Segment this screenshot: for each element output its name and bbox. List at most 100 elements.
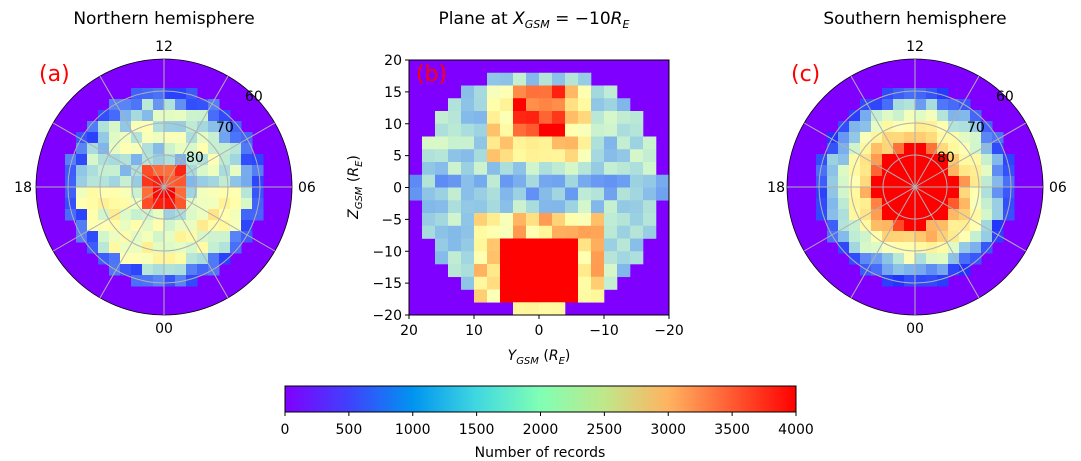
heatmap-cell (552, 162, 566, 176)
heatmap-cell (539, 289, 553, 303)
heatmap-cell (186, 231, 198, 243)
heatmap-cell (617, 136, 631, 150)
heatmap-cell (500, 200, 514, 214)
heatmap-cell (142, 198, 154, 210)
heatmap-cell (500, 136, 514, 150)
heatmap-cell (565, 85, 579, 99)
heatmap-cell (565, 174, 579, 188)
heatmap-cell (565, 225, 579, 239)
heatmap-cell (65, 176, 77, 188)
heatmap-cell (131, 154, 143, 166)
heatmap-cell (959, 165, 971, 177)
heatmap-cell (591, 225, 605, 239)
heatmap-cell (153, 253, 165, 265)
heatmap-cell (142, 220, 154, 232)
heatmap-cell (461, 225, 475, 239)
heatmap-cell (970, 143, 982, 155)
heatmap-cell (131, 242, 143, 254)
heatmap-cell (526, 162, 540, 176)
heatmap-cell (422, 149, 436, 163)
heatmap-cell (904, 88, 916, 100)
heatmap-cell (893, 121, 905, 133)
heatmap-cell (860, 198, 872, 210)
heatmap-cell (893, 143, 905, 155)
heatmap-cell (926, 132, 938, 144)
panel-a-cells (65, 88, 264, 287)
heatmap-cell (164, 88, 176, 100)
heatmap-cell (65, 187, 77, 199)
heatmap-cell (893, 99, 905, 111)
heatmap-cell (643, 200, 657, 214)
heatmap-cell (120, 242, 132, 254)
panel-b-title: Plane at XGSM = −10RE (439, 9, 630, 31)
heatmap-cell (98, 198, 110, 210)
heatmap-cell (578, 238, 592, 252)
heatmap-cell (461, 213, 475, 227)
heatmap-cell (959, 220, 971, 232)
heatmap-cell (87, 165, 99, 177)
heatmap-cell (208, 165, 220, 177)
heatmap-cell (630, 187, 644, 201)
heatmap-cell (893, 187, 905, 199)
heatmap-cell (937, 176, 949, 188)
heatmap-cell (849, 187, 861, 199)
heatmap-cell (617, 98, 631, 112)
heatmap-cell (552, 123, 566, 137)
heatmap-cell (604, 213, 618, 227)
heatmap-cell (208, 220, 220, 232)
heatmap-cell (970, 110, 982, 122)
heatmap-cell (500, 111, 514, 125)
heatmap-cell (617, 162, 631, 176)
heatmap-cell (219, 154, 231, 166)
heatmap-cell (904, 154, 916, 166)
panel-c-grid (786, 58, 1044, 316)
heatmap-cell (65, 165, 77, 177)
y-tick-label: 0 (393, 181, 402, 197)
heatmap-cell (552, 174, 566, 188)
heatmap-cell (539, 302, 553, 315)
heatmap-cell (926, 264, 938, 276)
heatmap-cell (816, 209, 828, 221)
heatmap-cell (578, 85, 592, 99)
heatmap-cell (500, 98, 514, 112)
heatmap-cell (142, 132, 154, 144)
heatmap-cell (241, 187, 253, 199)
y-tick-label: −5 (381, 212, 402, 228)
heatmap-cell (87, 209, 99, 221)
heatmap-cell (186, 242, 198, 254)
heatmap-cell (219, 231, 231, 243)
heatmap-cell (565, 200, 579, 214)
heatmap-cell (461, 264, 475, 278)
heatmap-cell (937, 88, 949, 100)
heatmap-cell (98, 143, 110, 155)
heatmap-cell (992, 209, 1004, 221)
heatmap-cell (109, 220, 121, 232)
heatmap-cell (630, 123, 644, 137)
heatmap-cell (87, 154, 99, 166)
heatmap-cell (539, 264, 553, 278)
heatmap-cell (838, 198, 850, 210)
heatmap-cell (948, 198, 960, 210)
heatmap-cell (526, 187, 540, 201)
heatmap-cell (208, 132, 220, 144)
heatmap-cell (474, 238, 488, 252)
heatmap-cell (539, 162, 553, 176)
heatmap-cell (882, 231, 894, 243)
heatmap-cell (860, 176, 872, 188)
heatmap-cell (860, 110, 872, 122)
heatmap-cell (526, 289, 540, 303)
heatmap-cell (435, 136, 449, 150)
heatmap-cell (474, 98, 488, 112)
heatmap-cell (186, 132, 198, 144)
heatmap-cell (435, 174, 449, 188)
heatmap-cell (827, 165, 839, 177)
heatmap-cell (578, 162, 592, 176)
heatmap-cell (513, 200, 527, 214)
heatmap-cell (882, 242, 894, 254)
heatmap-cell (219, 242, 231, 254)
heatmap-cell (926, 242, 938, 254)
heatmap-cell (871, 231, 883, 243)
heatmap-cell (552, 187, 566, 201)
heatmap-cell (904, 231, 916, 243)
heatmap-cell (617, 264, 631, 278)
